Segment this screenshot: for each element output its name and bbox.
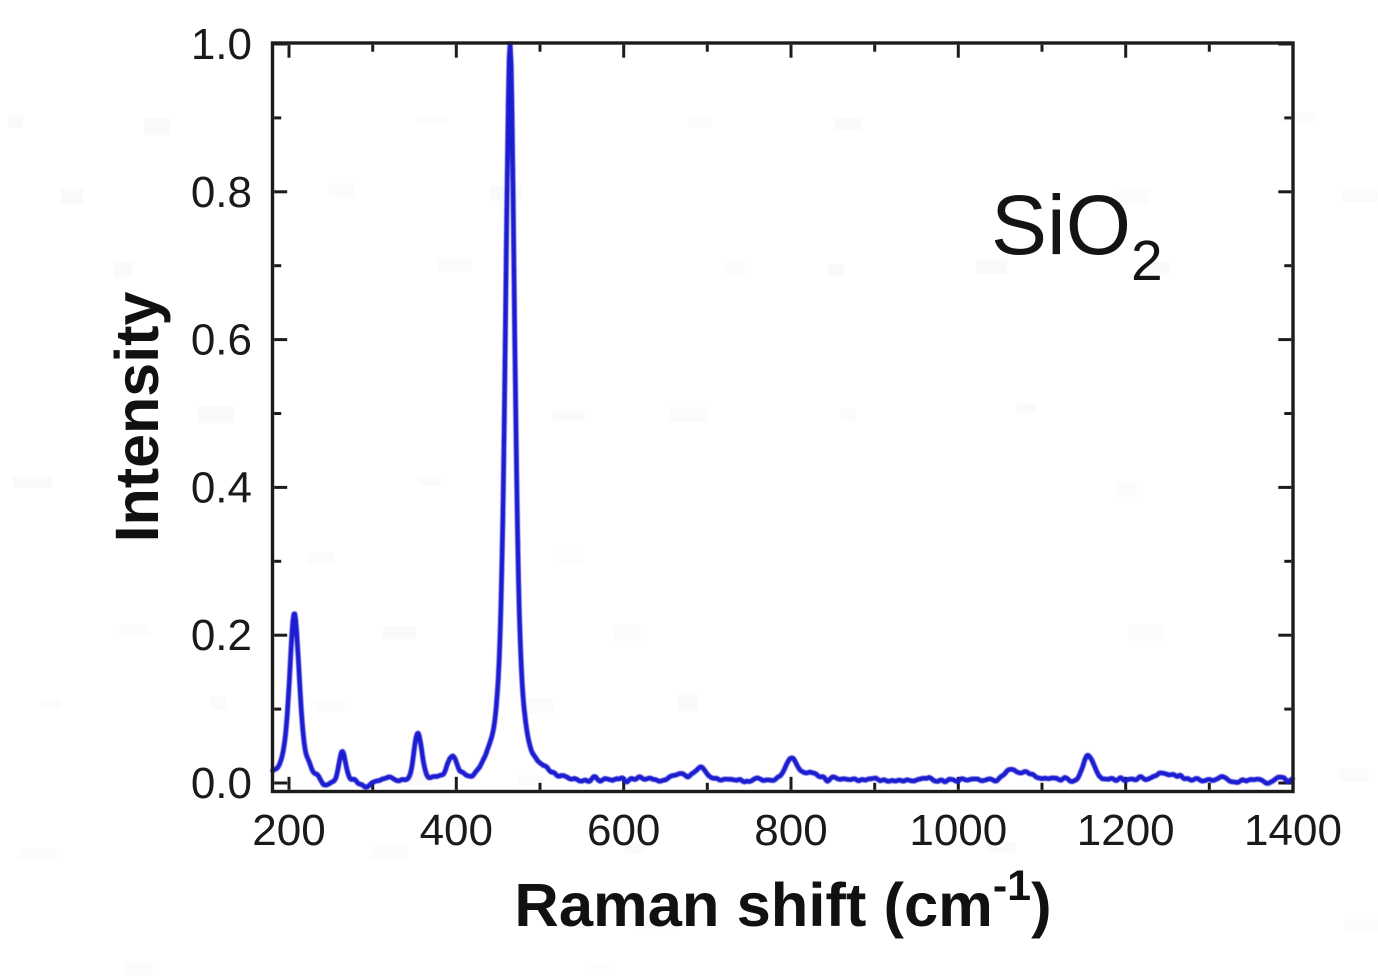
svg-text:Intensity: Intensity — [103, 292, 171, 543]
svg-text:1000: 1000 — [909, 806, 1007, 855]
svg-text:0.0: 0.0 — [191, 759, 252, 808]
svg-text:1.0: 1.0 — [191, 20, 252, 69]
svg-text:600: 600 — [587, 806, 660, 855]
svg-text:0.2: 0.2 — [191, 611, 252, 660]
svg-text:1200: 1200 — [1077, 806, 1175, 855]
svg-text:1400: 1400 — [1244, 806, 1342, 855]
svg-text:200: 200 — [252, 806, 325, 855]
svg-text:800: 800 — [754, 806, 827, 855]
svg-text:0.6: 0.6 — [191, 316, 252, 365]
svg-text:Raman shift (cm-1): Raman shift (cm-1) — [514, 862, 1051, 940]
svg-text:0.4: 0.4 — [191, 463, 252, 512]
svg-text:0.8: 0.8 — [191, 168, 252, 217]
svg-text:400: 400 — [420, 806, 493, 855]
